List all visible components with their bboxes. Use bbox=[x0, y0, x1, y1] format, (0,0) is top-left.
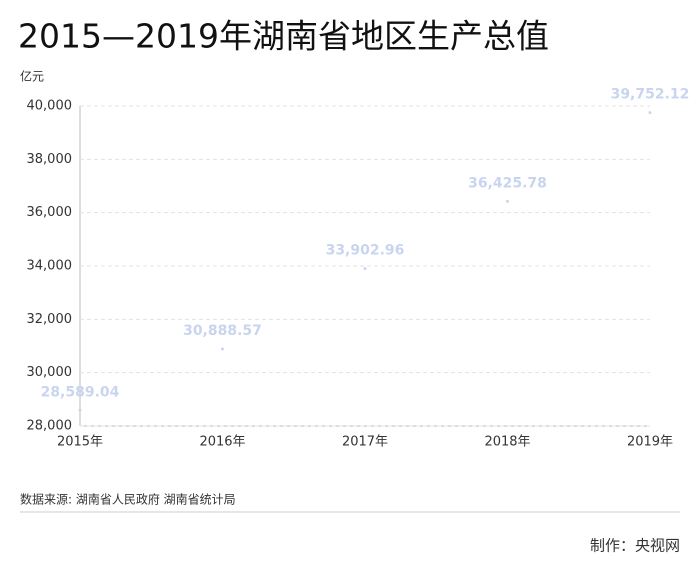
x-tick-label: 2019年 bbox=[627, 435, 673, 450]
x-tick-label: 2016年 bbox=[199, 435, 245, 450]
y-tick-label: 28,000 bbox=[27, 419, 73, 434]
point bbox=[648, 111, 652, 115]
x-tick-label: 2018年 bbox=[484, 435, 530, 450]
point bbox=[78, 408, 82, 412]
y-tick-label: 36,000 bbox=[27, 205, 73, 220]
y-tick-label: 32,000 bbox=[27, 312, 73, 327]
source: 数据来源: 湖南省人民政府 湖南省统计局 bbox=[20, 492, 236, 507]
value-label: 39,752.12 bbox=[611, 87, 690, 103]
point bbox=[221, 347, 224, 351]
point bbox=[363, 267, 367, 271]
x-tick-label: 2017年 bbox=[342, 435, 388, 450]
point bbox=[506, 199, 509, 203]
value-label: 28,589.04 bbox=[41, 384, 120, 400]
y-tick-label: 40,000 bbox=[27, 99, 73, 114]
credit: 制作：央视网 bbox=[590, 537, 680, 555]
chart-title: 2015—2019年湖南省地区生产总值 bbox=[18, 17, 549, 56]
y-axis-label: 亿元 bbox=[20, 69, 44, 84]
value-label: 36,425.78 bbox=[468, 175, 547, 191]
value-label: 30,888.57 bbox=[183, 323, 262, 339]
x-tick-label: 2015年 bbox=[57, 435, 103, 450]
y-tick-label: 38,000 bbox=[27, 152, 73, 167]
y-tick-label: 34,000 bbox=[27, 259, 73, 274]
value-label: 33,902.96 bbox=[326, 243, 405, 259]
y-tick-label: 30,000 bbox=[27, 365, 73, 380]
